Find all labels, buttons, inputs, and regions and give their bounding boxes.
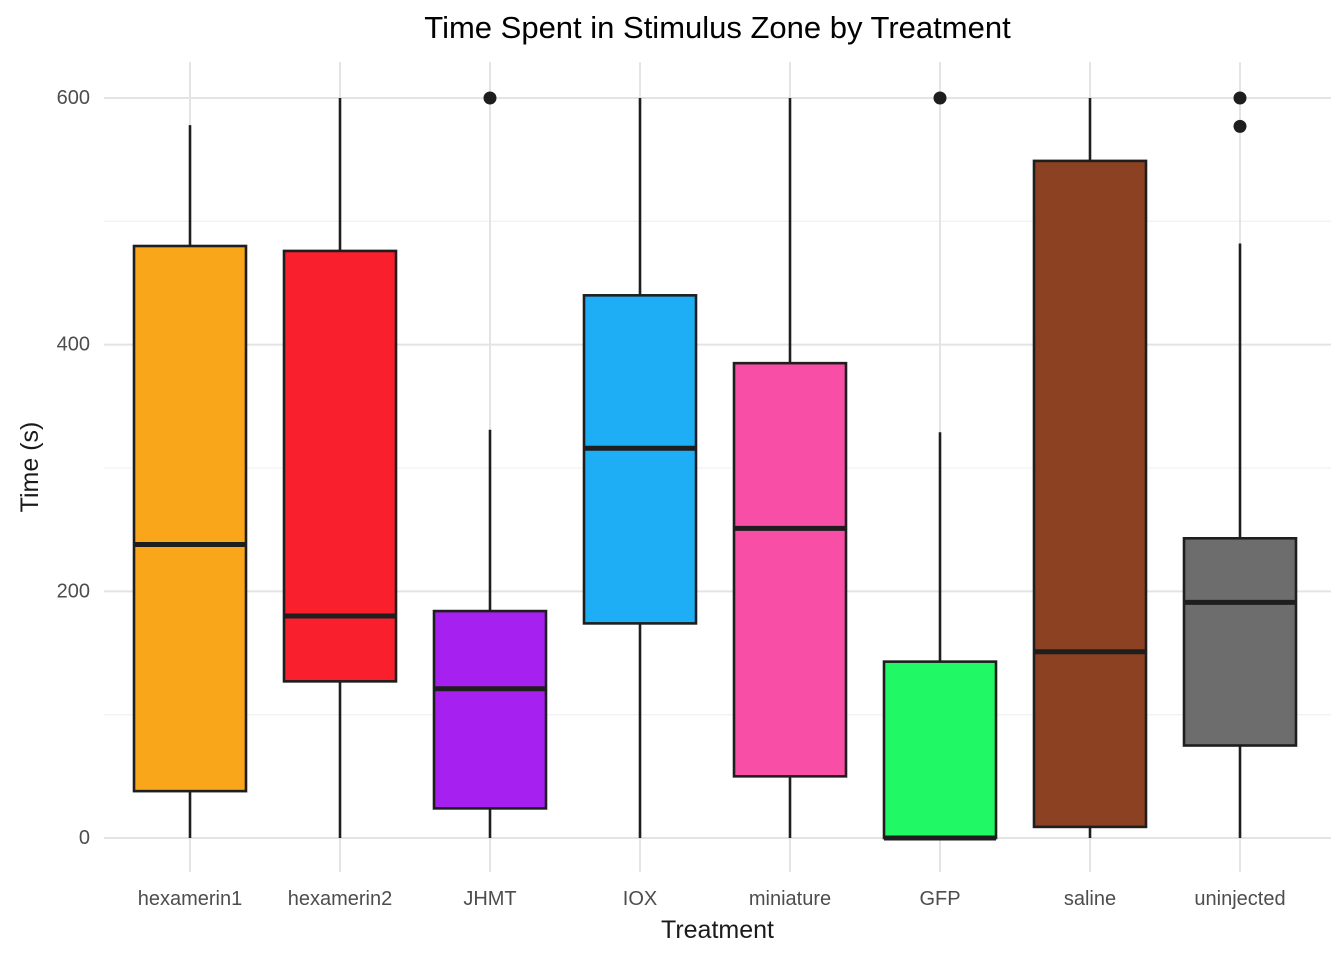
x-tick-label-JHMT: JHMT	[463, 888, 516, 910]
x-tick-label-hexamerin2: hexamerin2	[288, 888, 393, 910]
x-tick-label-saline: saline	[1064, 888, 1116, 910]
y-tick-label: 600	[57, 87, 90, 109]
x-tick-label-IOX: IOX	[623, 888, 657, 910]
outlier-dot-uninjected	[1233, 119, 1247, 133]
box-hexamerin1	[132, 244, 248, 793]
x-tick-label-uninjected: uninjected	[1194, 888, 1285, 910]
y-tick-label: 0	[79, 827, 90, 849]
outlier-dot-GFP	[933, 91, 947, 105]
box-saline	[1032, 159, 1148, 829]
x-axis-title: Treatment	[660, 916, 774, 944]
x-tick-label-hexamerin1: hexamerin1	[138, 888, 243, 910]
box-IOX	[582, 294, 698, 625]
x-tick-label-GFP: GFP	[919, 888, 960, 910]
box-uninjected	[1182, 536, 1298, 747]
box-hexamerin2	[282, 249, 398, 683]
y-axis-title: Time (s)	[16, 421, 44, 513]
y-tick-label: 400	[57, 334, 90, 356]
chart-title: Time Spent in Stimulus Zone by Treatment	[424, 10, 1011, 45]
outlier-dot-uninjected	[1233, 91, 1247, 105]
outlier-dot-JHMT	[483, 91, 497, 105]
x-tick-label-miniature: miniature	[749, 888, 831, 910]
box-GFP	[882, 660, 998, 840]
box-miniature	[732, 361, 848, 778]
box-JHMT	[432, 609, 548, 810]
y-tick-label: 200	[57, 580, 90, 602]
